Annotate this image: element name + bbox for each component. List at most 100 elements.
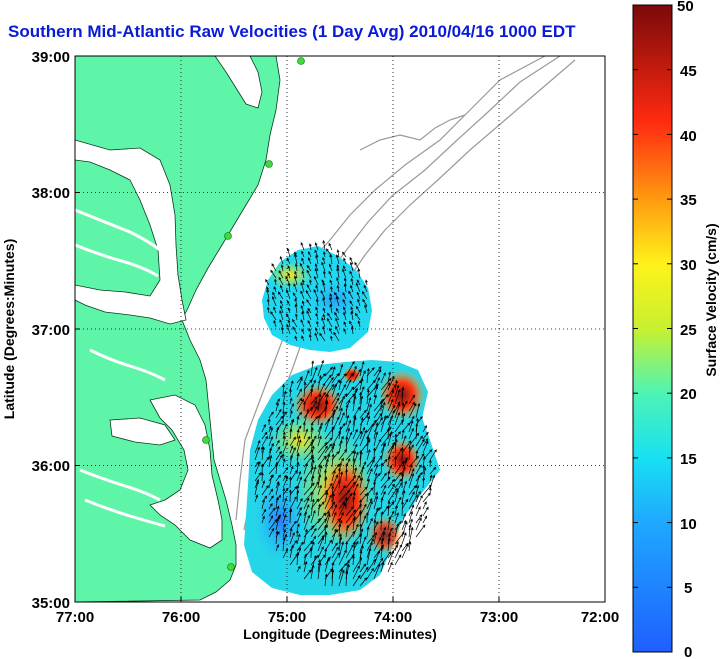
- velocity-arrow: [268, 495, 274, 503]
- velocity-arrow: [387, 500, 391, 517]
- velocity-arrow: [301, 328, 305, 335]
- velocity-arrow: [352, 430, 363, 447]
- velocity-arrow: [334, 291, 340, 300]
- velocity-arrow: [359, 577, 368, 587]
- velocity-arrow: [345, 403, 349, 419]
- velocity-arrow: [415, 506, 421, 517]
- velocity-arrow: [301, 300, 305, 307]
- velocity-arrow: [310, 509, 316, 524]
- velocity-arrow: [366, 478, 370, 489]
- velocity-arrow: [268, 454, 273, 468]
- velocity-arrow: [394, 504, 398, 517]
- velocity-arrow: [350, 310, 354, 321]
- velocity-arrow: [379, 519, 383, 531]
- velocity-arrow: [422, 484, 432, 496]
- velocity-arrow: [268, 427, 273, 440]
- velocity-arrow: [331, 416, 340, 433]
- velocity-arrow: [289, 445, 294, 454]
- velocity-arrow: [294, 297, 298, 307]
- velocity-arrow: [366, 403, 372, 419]
- velocity-arrow: [408, 524, 412, 538]
- velocity-arrow: [287, 282, 291, 293]
- velocity-arrow: [342, 265, 347, 272]
- velocity-arrow: [289, 527, 293, 538]
- velocity-arrow: [329, 335, 333, 342]
- velocity-arrow: [380, 561, 385, 573]
- velocity-arrow: [281, 453, 285, 461]
- velocity-arrow: [352, 503, 362, 517]
- velocity-arrow: [364, 304, 368, 314]
- velocity-arrow: [345, 468, 349, 482]
- velocity-arrow: [331, 431, 341, 447]
- velocity-arrow: [302, 401, 306, 412]
- velocity-arrow: [254, 461, 261, 475]
- velocity-arrow: [373, 491, 378, 503]
- velocity-arrow: [296, 523, 300, 531]
- velocity-arrow: [372, 481, 376, 496]
- delaware-bay: [214, 56, 263, 109]
- shore-stations: [202, 57, 305, 571]
- velocity-arrow: [387, 409, 396, 426]
- velocity-arrow: [359, 566, 369, 580]
- velocity-arrow: [301, 310, 305, 321]
- colorbar-label: Surface Velocity (cm/s): [703, 223, 719, 376]
- velocity-arrow: [275, 415, 284, 426]
- velocity-arrow: [308, 333, 312, 342]
- velocity-arrow: [408, 510, 413, 524]
- velocity-arrow: [317, 534, 325, 545]
- velocity-arrow: [373, 550, 381, 566]
- velocity-arrow: [373, 394, 378, 405]
- velocity-arrow: [401, 457, 408, 468]
- velocity-arrow: [261, 480, 266, 489]
- velocity-arrow: [352, 515, 357, 531]
- velocity-arrow: [327, 312, 333, 321]
- velocity-arrow: [295, 529, 299, 538]
- velocity-arrow: [306, 269, 312, 279]
- velocity-arrow: [317, 503, 322, 517]
- velocity-arrow: [336, 284, 340, 293]
- velocity-arrow: [331, 542, 338, 552]
- velocity-arrow: [366, 456, 376, 468]
- velocity-arrow: [401, 387, 405, 405]
- velocity-arrow: [303, 553, 308, 566]
- velocity-arrow: [366, 459, 375, 475]
- velocity-arrow: [343, 277, 347, 286]
- velocity-arrow: [317, 546, 324, 559]
- velocity-arrow: [354, 312, 361, 321]
- velocity-arrow: [415, 517, 422, 531]
- velocity-arrow: [338, 485, 346, 496]
- velocity-arrow: [373, 472, 381, 482]
- velocity-arrow: [296, 565, 301, 573]
- velocity-arrow: [282, 507, 287, 517]
- velocity-arrow: [282, 476, 289, 489]
- velocity-arrow: [338, 536, 343, 552]
- velocity-arrow: [359, 528, 364, 545]
- velocity-arrow: [422, 506, 429, 517]
- velocity-arrow: [310, 427, 314, 440]
- velocity-arrow: [366, 547, 372, 566]
- velocity-arrow: [359, 391, 363, 405]
- velocity-arrow: [352, 450, 357, 461]
- velocity-arrow: [356, 291, 361, 300]
- velocity-arrow: [334, 311, 340, 321]
- velocity-arrow: [261, 435, 268, 447]
- velocity-arrow: [352, 395, 357, 412]
- velocity-arrow: [345, 570, 349, 587]
- velocity-arrow: [275, 515, 281, 531]
- velocity-arrow: [307, 257, 312, 265]
- velocity-arrow: [352, 416, 357, 433]
- velocity-arrow: [278, 276, 284, 286]
- velocity-arrow: [268, 515, 273, 524]
- velocity-arrow: [345, 530, 356, 545]
- velocity-arrow: [266, 288, 270, 300]
- velocity-arrow: [331, 485, 335, 503]
- velocity-arrow: [329, 293, 333, 300]
- velocity-arrow: [254, 439, 261, 454]
- velocity-arrow: [275, 496, 279, 510]
- velocity-arrow: [275, 505, 280, 517]
- velocity-arrow: [366, 448, 371, 461]
- velocity-arrow: [338, 511, 344, 524]
- velocity-arrow: [294, 335, 298, 342]
- x-tick-label: 73:00: [480, 609, 518, 626]
- velocity-arrow: [321, 317, 326, 328]
